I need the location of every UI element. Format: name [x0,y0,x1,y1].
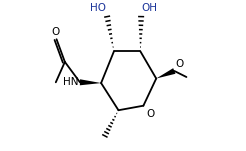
Text: O: O [146,109,154,119]
Text: O: O [175,59,184,69]
Text: HO: HO [90,3,106,13]
Polygon shape [80,79,101,85]
Text: O: O [52,27,60,37]
Polygon shape [156,68,175,79]
Text: OH: OH [142,3,158,13]
Text: HN: HN [63,77,79,87]
